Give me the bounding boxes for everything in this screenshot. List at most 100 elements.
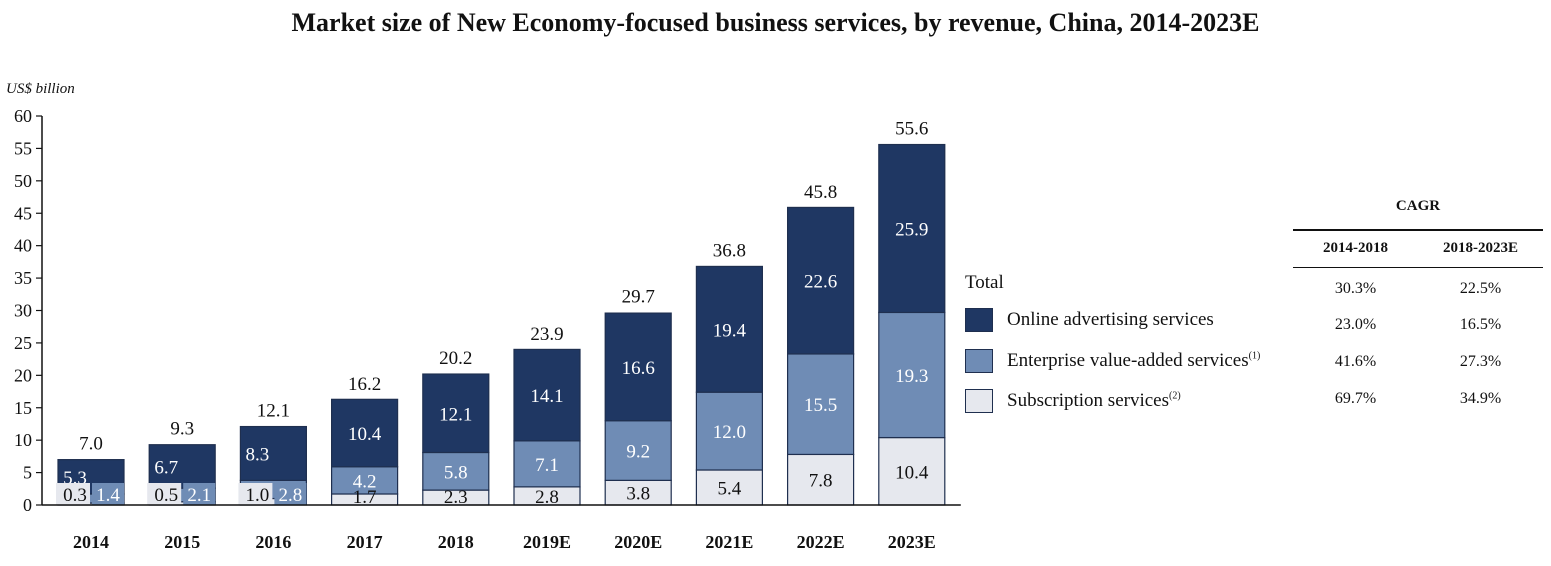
y-tick-label: 50 [14, 171, 32, 191]
bar-online-ad [878, 143, 946, 314]
y-tick-label: 20 [14, 365, 32, 385]
legend-item-online-ad: Online advertising services [965, 305, 1214, 335]
enterprise-footnote-marker: (1) [1248, 350, 1261, 362]
x-tick-label: 2019E [523, 532, 571, 552]
label-subscription: 3.8 [626, 484, 650, 505]
enterprise-swatch [965, 349, 993, 373]
y-tick-label: 5 [23, 463, 32, 483]
cagr-online-ad-c1: 23.0% [1334, 316, 1377, 333]
label-online-ad: 16.6 [622, 358, 655, 379]
y-tick-label: 0 [23, 495, 32, 515]
label-online-ad: 8.3 [246, 444, 270, 465]
bar-subscription [878, 436, 946, 506]
cagr-col-2014-2018: 2014-2018 [1323, 240, 1388, 256]
bar-online-ad [239, 425, 307, 481]
label-subscription: 10.4 [895, 462, 929, 483]
legend-item-total: Total [965, 268, 1004, 298]
label-enterprise: 19.3 [895, 366, 928, 387]
x-tick-label: 2020E [614, 532, 662, 552]
label-total: 12.1 [257, 401, 290, 422]
cagr-enterprise-c2: 27.3% [1459, 353, 1502, 370]
label-enterprise: 2.1 [187, 485, 211, 506]
y-tick-label: 40 [14, 236, 32, 256]
x-tick-label: 2023E [888, 532, 936, 552]
label-bg-subscription [238, 483, 273, 505]
legend-enterprise-text: Enterprise value-added services(1) [1007, 350, 1260, 372]
cagr-col-2018-2023e: 2018-2023E [1443, 240, 1518, 256]
label-subscription: 2.3 [444, 487, 468, 508]
subscription-swatch [965, 389, 993, 413]
label-subscription: 2.8 [535, 487, 559, 508]
bar-online-ad [148, 444, 216, 489]
y-tick-label: 55 [14, 138, 32, 158]
label-online-ad: 10.4 [348, 424, 382, 445]
label-online-ad: 6.7 [154, 457, 178, 478]
chart-title: Market size of New Economy-focused busin… [291, 8, 1260, 37]
bar-enterprise [695, 391, 764, 471]
cagr-total-c2: 22.5% [1459, 280, 1502, 297]
label-online-ad: 22.6 [804, 272, 837, 293]
bar-enterprise [422, 451, 490, 491]
label-total: 16.2 [348, 374, 381, 395]
bar-enterprise [513, 440, 581, 488]
label-enterprise: 12.0 [713, 422, 746, 443]
label-total: 29.7 [622, 286, 655, 307]
x-tick-label: 2018 [438, 532, 474, 552]
y-tick-label: 60 [14, 106, 32, 126]
label-total: 20.2 [439, 348, 472, 369]
bar-online-ad [786, 206, 855, 355]
y-axis-unit-label: US$ billion [6, 81, 75, 97]
bar-enterprise [786, 353, 855, 456]
label-online-ad: 19.4 [713, 320, 747, 341]
legend-item-subscription: Subscription services(2) [965, 386, 1181, 416]
cagr-top-rule [1293, 229, 1543, 231]
subscription-footnote-marker: (2) [1169, 390, 1181, 402]
label-subscription: 1.7 [353, 487, 377, 508]
label-subscription: 5.4 [718, 478, 742, 499]
label-total: 55.6 [895, 119, 928, 140]
label-total: 36.8 [713, 240, 746, 261]
x-tick-label: 2016 [255, 532, 291, 552]
label-bg-subscription [56, 483, 90, 505]
label-online-ad: 25.9 [895, 219, 928, 240]
y-tick-label: 15 [14, 398, 32, 418]
bar-enterprise [331, 466, 399, 495]
legend-item-enterprise: Enterprise value-added services(1) [965, 346, 1260, 376]
legend-enterprise-label: Enterprise value-added services [1007, 350, 1249, 371]
label-subscription: 0.3 [63, 485, 87, 506]
label-total: 45.8 [804, 182, 837, 203]
label-enterprise: 15.5 [804, 395, 837, 416]
label-online-ad: 14.1 [530, 386, 563, 407]
bar-subscription [604, 479, 672, 506]
bar-online-ad [422, 373, 490, 454]
label-total: 9.3 [170, 419, 194, 440]
bar-online-ad [513, 348, 581, 442]
online-ad-swatch [965, 308, 993, 332]
bars-group: 5.30.3 1.47.06.70.5 2.19.38.31.0 2.812.11.7… [56, 119, 946, 508]
label-enterprise: 4.2 [353, 471, 377, 492]
legend-online-ad-label: Online advertising services [1007, 309, 1214, 330]
label-bg-subscription [147, 483, 182, 505]
y-tick-label: 35 [14, 268, 32, 288]
bar-enterprise [604, 420, 672, 481]
y-tick-label: 25 [14, 333, 32, 353]
label-subscription: 7.8 [809, 471, 833, 492]
label-enterprise: 9.2 [626, 442, 650, 463]
x-tick-label: 2017 [347, 532, 383, 552]
label-online-ad: 12.1 [439, 404, 472, 425]
bar-online-ad [604, 312, 672, 422]
legend-subscription-text: Subscription services(2) [1007, 390, 1181, 412]
label-enterprise: 1.4 [96, 485, 120, 506]
y-tick-label: 30 [14, 301, 32, 321]
label-subscription: 0.5 [154, 485, 178, 506]
x-tick-label: 2021E [705, 532, 753, 552]
cagr-subscription-c1: 69.7% [1334, 390, 1377, 407]
cagr-total-c1: 30.3% [1334, 280, 1377, 297]
label-total: 7.0 [79, 434, 103, 455]
label-bg-enterprise [274, 483, 307, 505]
cagr-header-rule [1293, 267, 1543, 268]
label-enterprise: 5.8 [444, 462, 468, 483]
x-tick-label: 2014 [73, 532, 109, 552]
x-tick-label: 2022E [797, 532, 845, 552]
label-enterprise: 2.8 [279, 485, 303, 506]
